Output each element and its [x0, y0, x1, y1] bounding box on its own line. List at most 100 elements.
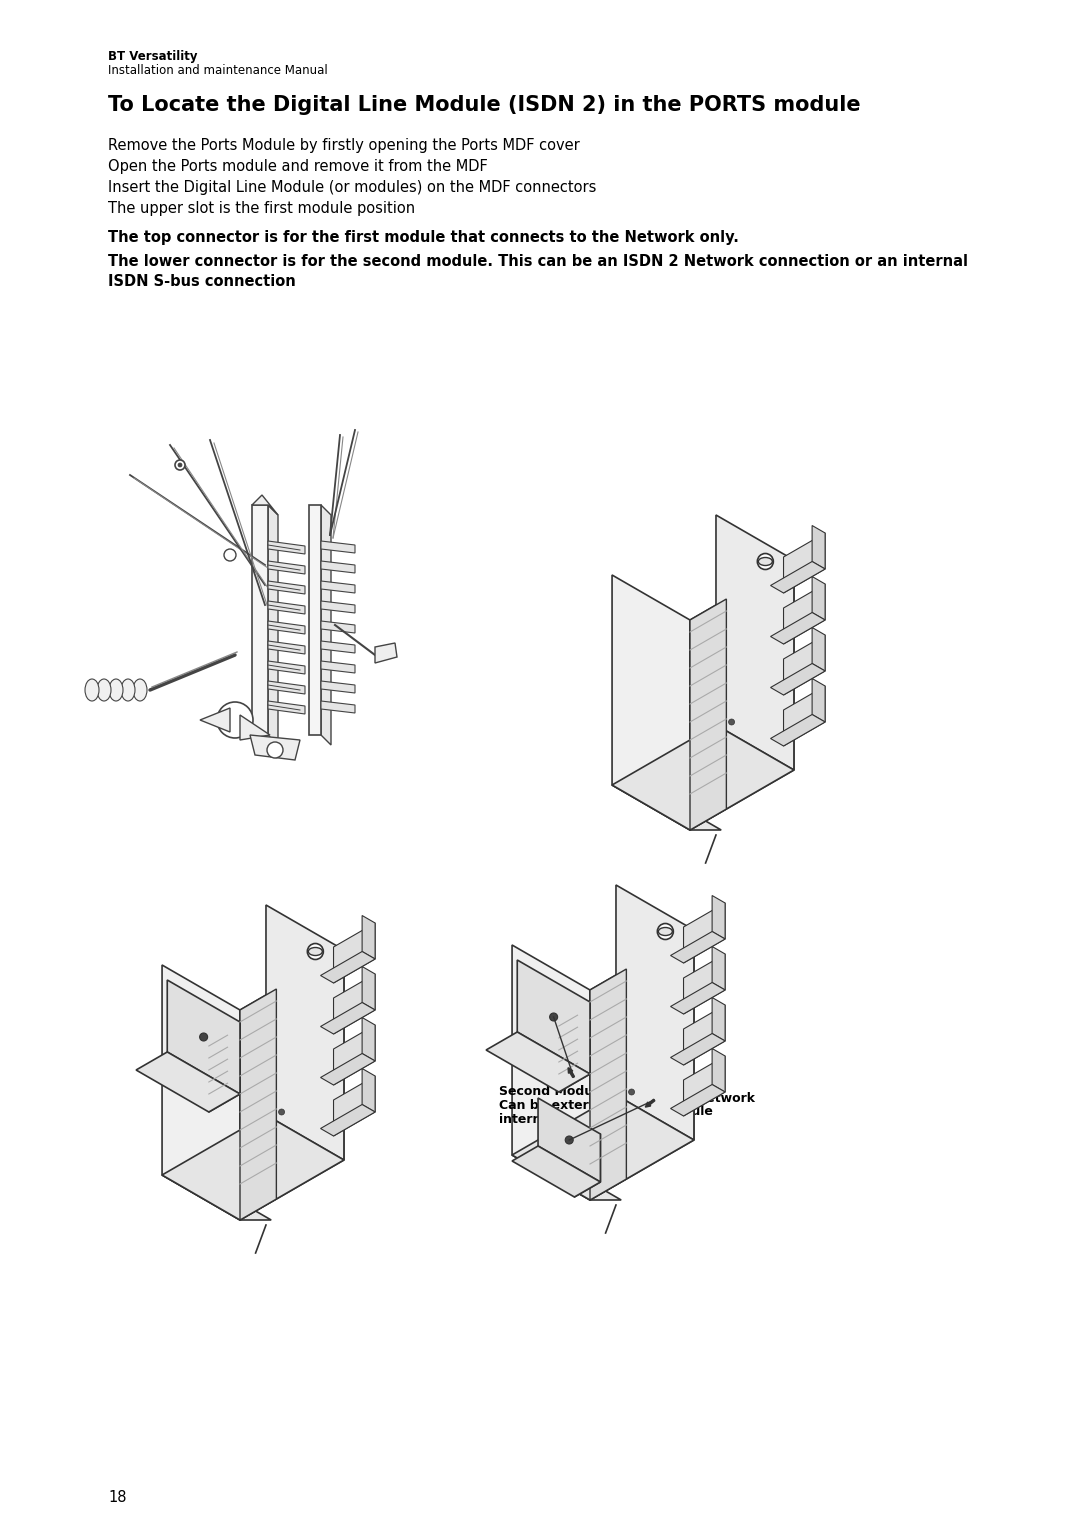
Polygon shape: [538, 1099, 600, 1183]
Polygon shape: [770, 561, 825, 593]
Polygon shape: [690, 559, 794, 830]
Circle shape: [224, 549, 237, 561]
Polygon shape: [321, 701, 355, 714]
Polygon shape: [249, 735, 300, 759]
Polygon shape: [783, 686, 825, 746]
Polygon shape: [812, 678, 825, 723]
Circle shape: [175, 460, 185, 471]
Circle shape: [217, 701, 253, 738]
Polygon shape: [240, 989, 276, 1219]
Polygon shape: [575, 1134, 600, 1196]
Polygon shape: [812, 526, 825, 568]
Polygon shape: [486, 1031, 590, 1093]
Polygon shape: [783, 533, 825, 593]
Polygon shape: [268, 642, 305, 654]
Polygon shape: [321, 620, 355, 633]
Ellipse shape: [121, 678, 135, 701]
Polygon shape: [136, 1051, 240, 1112]
Ellipse shape: [659, 927, 673, 935]
Polygon shape: [512, 1155, 621, 1199]
Polygon shape: [334, 973, 375, 1034]
Text: The upper slot is the first module position: The upper slot is the first module posit…: [108, 202, 415, 215]
FancyArrow shape: [568, 1068, 575, 1077]
Polygon shape: [712, 946, 725, 990]
Circle shape: [200, 1033, 207, 1041]
Polygon shape: [684, 1005, 725, 1065]
Polygon shape: [268, 561, 305, 575]
Polygon shape: [770, 715, 825, 746]
Text: BT Versatility: BT Versatility: [108, 50, 198, 63]
Text: The top connector is for the first module that connects to the Network only.: The top connector is for the first modul…: [108, 231, 739, 244]
Polygon shape: [321, 952, 375, 983]
Polygon shape: [375, 643, 397, 663]
Circle shape: [279, 1109, 284, 1115]
Polygon shape: [684, 1056, 725, 1115]
Ellipse shape: [309, 947, 322, 955]
Circle shape: [757, 553, 773, 570]
Polygon shape: [712, 998, 725, 1041]
Text: First network: First network: [661, 1093, 755, 1105]
Text: 18: 18: [108, 1490, 126, 1505]
Text: module: module: [661, 1105, 713, 1118]
Polygon shape: [321, 1105, 375, 1135]
Ellipse shape: [758, 558, 772, 565]
Ellipse shape: [85, 678, 99, 701]
Polygon shape: [162, 966, 240, 1219]
Polygon shape: [612, 575, 690, 830]
Polygon shape: [240, 950, 343, 1219]
Polygon shape: [512, 1146, 600, 1196]
Polygon shape: [334, 1025, 375, 1085]
Polygon shape: [362, 967, 375, 1010]
Circle shape: [565, 1135, 573, 1144]
Polygon shape: [321, 1053, 375, 1085]
Polygon shape: [268, 581, 305, 594]
Polygon shape: [671, 1085, 725, 1115]
Polygon shape: [362, 915, 375, 960]
Polygon shape: [812, 628, 825, 671]
Polygon shape: [321, 642, 355, 652]
Circle shape: [178, 463, 183, 468]
Polygon shape: [321, 681, 355, 694]
Circle shape: [729, 720, 734, 724]
Text: To Locate the Digital Line Module (ISDN 2) in the PORTS module: To Locate the Digital Line Module (ISDN …: [108, 95, 861, 115]
Polygon shape: [770, 663, 825, 695]
Polygon shape: [268, 701, 305, 714]
Polygon shape: [690, 599, 727, 830]
Polygon shape: [268, 504, 278, 746]
Polygon shape: [612, 785, 721, 830]
Polygon shape: [334, 923, 375, 983]
Polygon shape: [334, 1076, 375, 1135]
Polygon shape: [684, 903, 725, 963]
Polygon shape: [671, 1033, 725, 1065]
Polygon shape: [590, 969, 626, 1199]
Polygon shape: [783, 636, 825, 695]
Polygon shape: [616, 885, 694, 1140]
Polygon shape: [167, 979, 240, 1094]
Polygon shape: [268, 541, 305, 555]
FancyArrow shape: [646, 1099, 654, 1108]
Polygon shape: [770, 613, 825, 643]
Polygon shape: [590, 931, 694, 1199]
Polygon shape: [362, 1068, 375, 1112]
Polygon shape: [162, 1115, 343, 1219]
Polygon shape: [321, 541, 355, 553]
Polygon shape: [252, 495, 278, 515]
Text: Can be external T or: Can be external T or: [499, 1099, 642, 1112]
Polygon shape: [321, 561, 355, 573]
Polygon shape: [268, 681, 305, 694]
Ellipse shape: [133, 678, 147, 701]
Polygon shape: [671, 932, 725, 963]
Polygon shape: [321, 1002, 375, 1034]
Polygon shape: [321, 504, 330, 746]
Text: Installation and maintenance Manual: Installation and maintenance Manual: [108, 64, 327, 76]
Polygon shape: [266, 905, 343, 1160]
Polygon shape: [268, 601, 305, 614]
Polygon shape: [200, 707, 230, 732]
Ellipse shape: [97, 678, 111, 701]
Text: Insert the Digital Line Module (or modules) on the MDF connectors: Insert the Digital Line Module (or modul…: [108, 180, 596, 196]
Circle shape: [629, 1089, 635, 1096]
Polygon shape: [321, 601, 355, 613]
Polygon shape: [321, 662, 355, 672]
Polygon shape: [783, 584, 825, 643]
Polygon shape: [252, 504, 268, 735]
